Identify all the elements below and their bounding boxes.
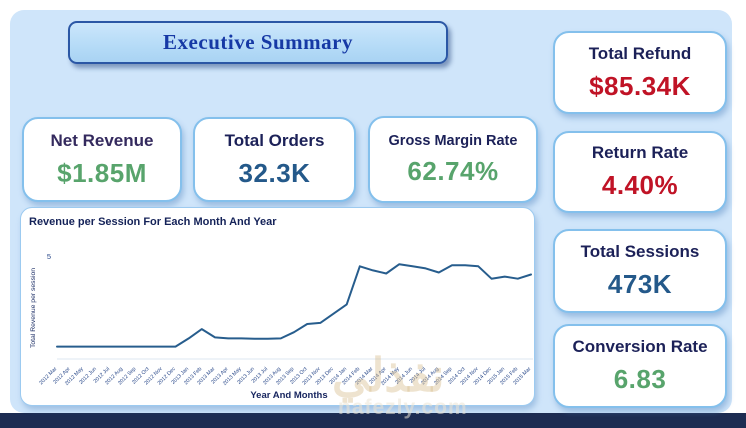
kpi-card-total-sessions[interactable]: Total Sessions 473K <box>553 229 727 313</box>
kpi-card-gross-margin-rate[interactable]: Gross Margin Rate 62.74% <box>368 116 538 203</box>
kpi-label: Conversion Rate <box>572 337 708 356</box>
kpi-card-total-refund[interactable]: Total Refund $85.34K <box>553 31 727 114</box>
revenue-per-session-chart[interactable]: Revenue per Session For Each Month And Y… <box>20 207 535 406</box>
revenue-series-line <box>56 263 532 348</box>
page-title: Executive Summary <box>163 30 353 54</box>
kpi-card-net-revenue[interactable]: Net Revenue $1.85M <box>22 117 182 202</box>
kpi-card-total-orders[interactable]: Total Orders 32.3K <box>193 117 356 202</box>
y-axis-tick: 5 <box>47 252 51 261</box>
kpi-value: 62.74% <box>407 155 499 186</box>
kpi-value: 32.3K <box>238 157 311 188</box>
kpi-label: Total Sessions <box>580 242 700 261</box>
line-chart-svg: Revenue per Session For Each Month And Y… <box>29 216 533 401</box>
title-banner: Executive Summary <box>68 21 448 64</box>
kpi-card-conversion-rate[interactable]: Conversion Rate 6.83 <box>553 324 727 408</box>
kpi-label: Net Revenue <box>50 130 154 150</box>
bottom-strip <box>0 413 746 428</box>
x-axis-title: Year And Months <box>250 390 327 401</box>
kpi-label: Return Rate <box>591 143 689 162</box>
kpi-label: Total Orders <box>224 130 325 150</box>
kpi-label: Gross Margin Rate <box>388 132 518 149</box>
y-axis-label: Total Revenue per session <box>30 268 37 348</box>
kpi-value: $85.34K <box>589 70 691 101</box>
kpi-card-return-rate[interactable]: Return Rate 4.40% <box>553 131 727 213</box>
kpi-label: Total Refund <box>588 43 692 63</box>
chart-title: Revenue per Session For Each Month And Y… <box>29 216 277 228</box>
kpi-value: 6.83 <box>613 364 667 394</box>
kpi-value: 473K <box>607 269 673 299</box>
kpi-value: $1.85M <box>57 157 147 188</box>
kpi-value: 4.40% <box>601 170 679 200</box>
